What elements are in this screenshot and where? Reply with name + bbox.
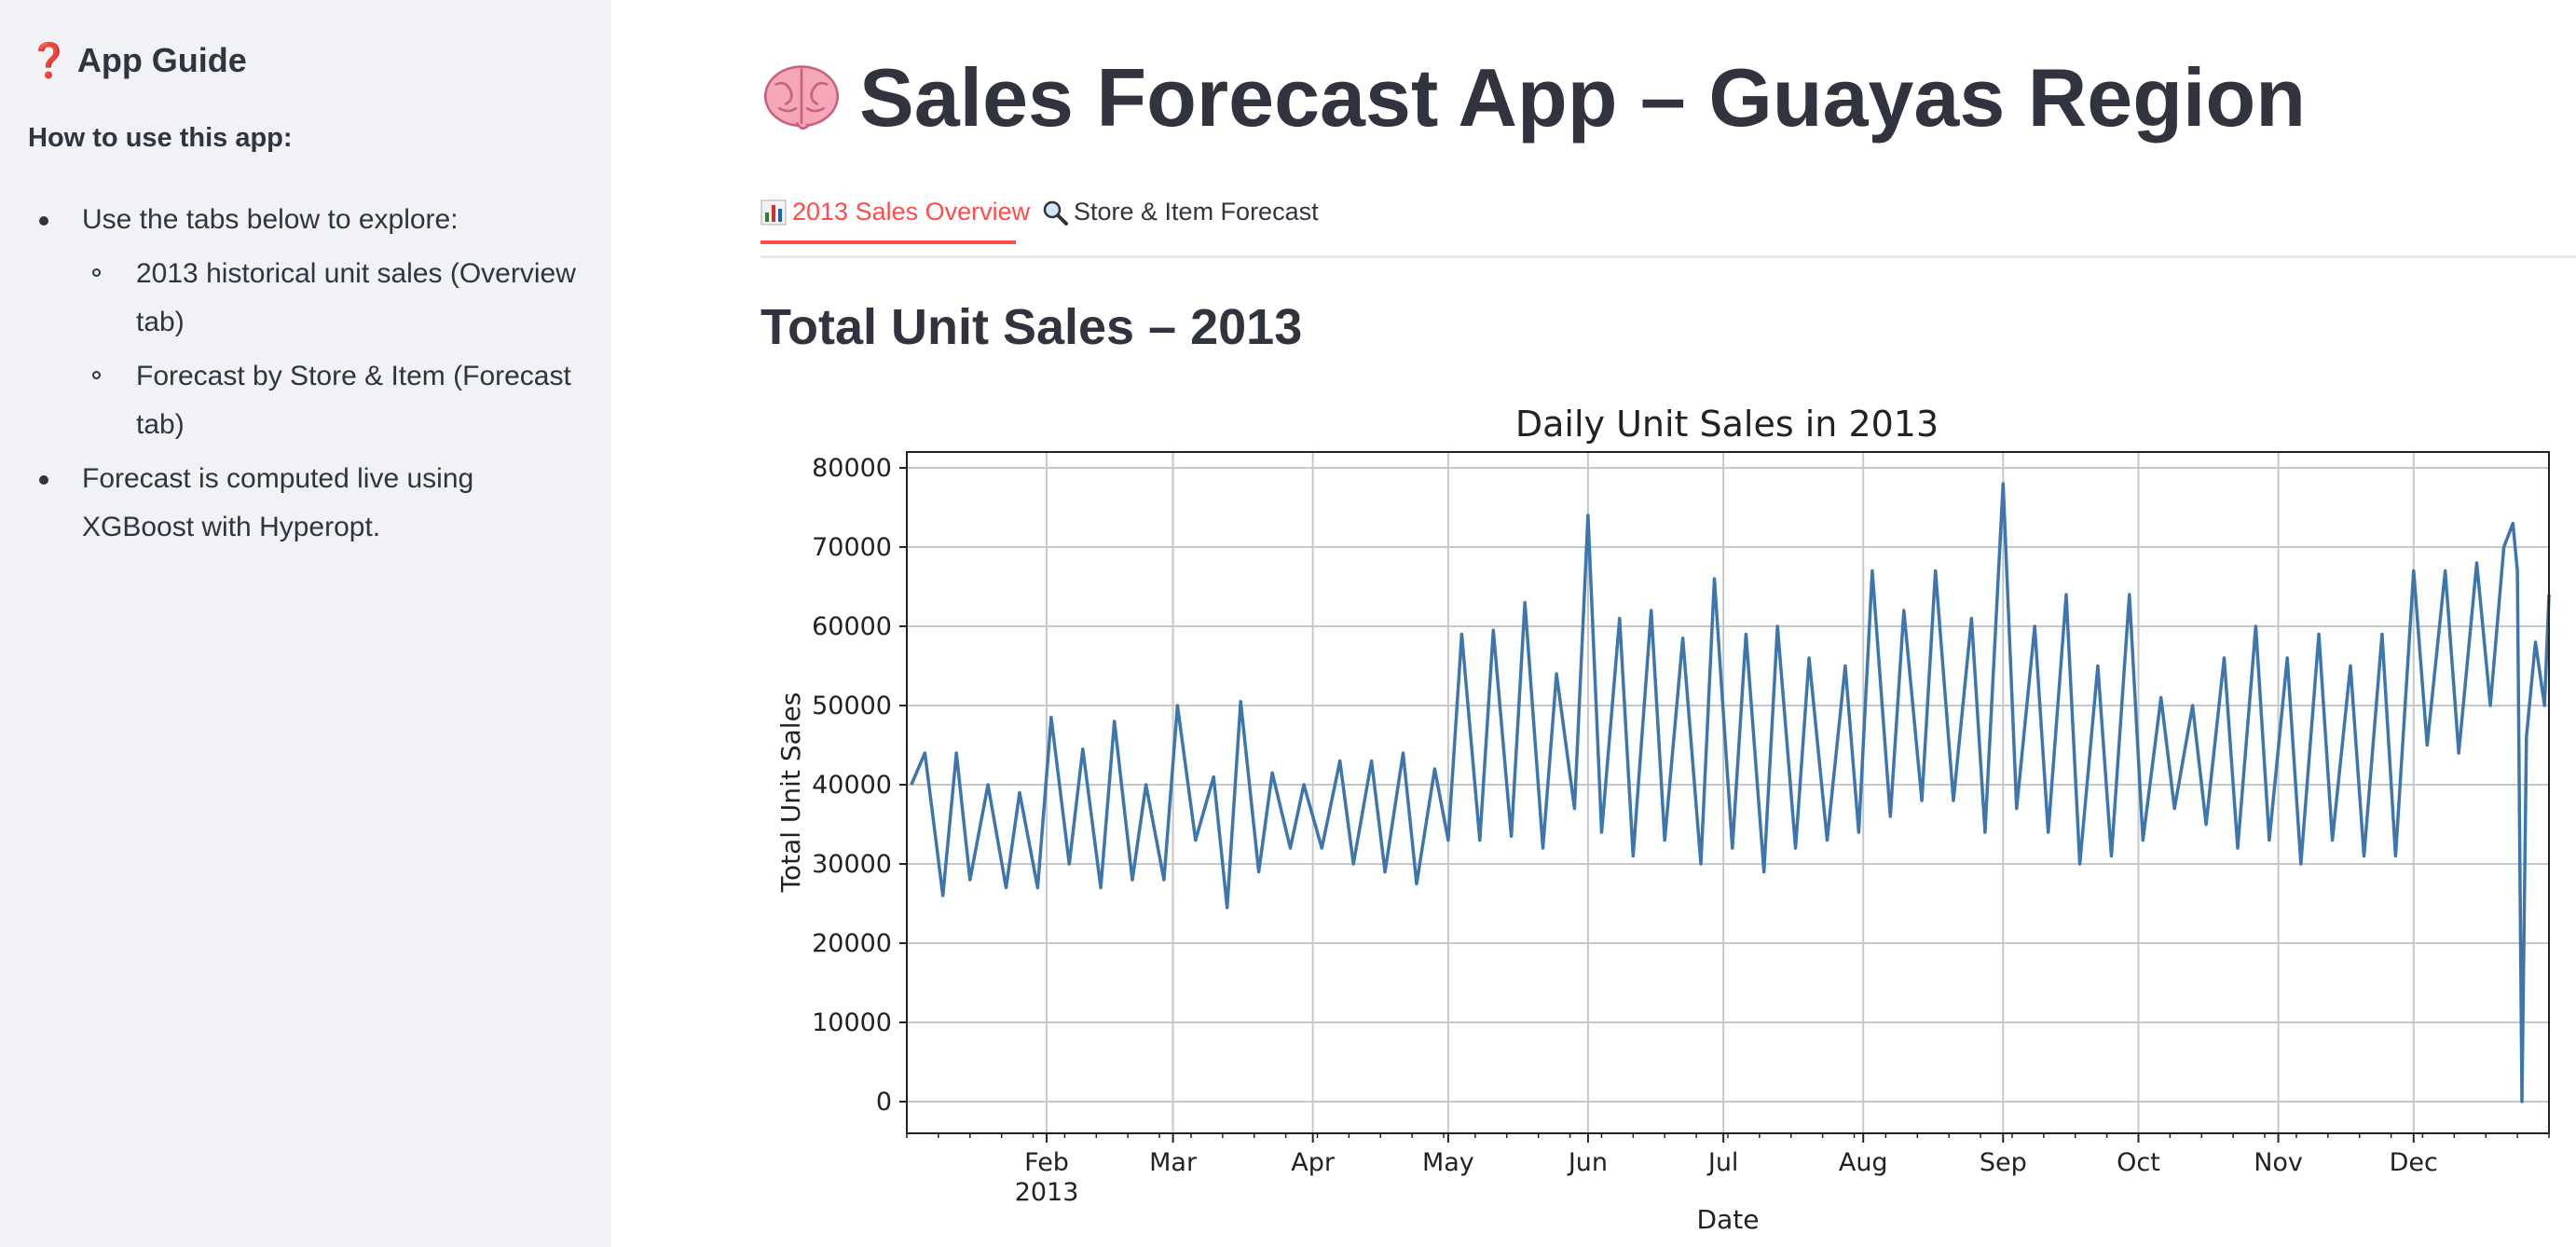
plot-frame [906,451,2550,1134]
list-item-text: Forecast by Store & Item (Forecast tab) [136,361,571,440]
y-tick-label: 0 [876,1088,892,1117]
y-tick-label: 30000 [812,850,892,879]
y-tick-label: 40000 [812,771,892,800]
y-axis-ticks: 0 10000 20000 30000 40000 50000 60000 70000 8000… [812,454,907,1117]
y-tick-label: 50000 [812,692,892,720]
sidebar-subtitle: How to use this app: [28,123,293,153]
y-tick-label: 10000 [812,1008,892,1037]
list-item-text: Forecast is computed live using XGBoost … [82,463,474,542]
list-item: Forecast by Store & Item (Forecast tab) [28,352,587,449]
tab-store-item-forecast[interactable]: Store & Item Forecast [1042,198,1319,226]
x-tick-label: Nov [2254,1148,2303,1177]
daily-sales-chart: Daily Unit Sales in 2013 0 10000 20000 3000… [775,404,2551,1235]
list-item: 2013 historical unit sales (Overview tab… [28,250,587,347]
tab-bar: 2013 Sales Overview Store & Item Forecas… [760,186,2576,258]
y-tick-label: 80000 [812,454,892,483]
x-tick-label: Apr [1291,1148,1336,1177]
x-tick-label: May [1422,1148,1474,1177]
x-tick-label: Dec [2390,1148,2438,1177]
brain-icon [763,65,840,130]
sidebar-title: ❓ App Guide [28,41,247,80]
active-tab-indicator [760,240,1016,244]
magnifier-icon [1043,200,1068,226]
x-tick-label: Feb [1024,1148,1069,1177]
chart-title: Daily Unit Sales in 2013 [1515,404,1939,445]
page-title: Sales Forecast App – Guayas Region [760,50,2306,145]
x-tick-label: Sep [1980,1148,2027,1177]
sales-line [910,482,2551,1103]
circle-bullet-icon [92,268,101,277]
list-item-text: Use the tabs below to explore: [82,204,459,235]
chart-grid [907,452,2549,1133]
x-tick-label: Mar [1149,1148,1198,1177]
bar-chart-icon [760,199,787,225]
section-title: Total Unit Sales – 2013 [760,299,1303,355]
page-title-text: Sales Forecast App – Guayas Region [859,51,2306,144]
x-tick-sublabel: 2013 [1015,1178,1079,1207]
tab-sales-overview[interactable]: 2013 Sales Overview [760,198,1031,244]
x-tick-label: Jun [1567,1148,1608,1177]
x-axis-label: Date [1697,1204,1760,1235]
y-tick-label: 20000 [812,929,892,958]
sidebar-guide-list: Use the tabs below to explore: 2013 hist… [28,196,587,552]
tab-label: Store & Item Forecast [1074,198,1319,226]
x-tick-label: Aug [1839,1148,1888,1177]
list-item: Forecast is computed live using XGBoost … [28,455,587,552]
list-item: Use the tabs below to explore: [28,196,587,244]
bullet-icon [39,216,48,226]
sidebar-title-text: App Guide [76,41,247,79]
list-item-text: 2013 historical unit sales (Overview tab… [136,258,576,337]
y-axis-label: Total Unit Sales [775,692,806,894]
question-icon: ❓ [28,41,70,79]
bullet-icon [39,475,48,485]
sidebar: ❓ App Guide How to use this app: Use the… [0,0,611,1247]
y-tick-label: 60000 [812,612,892,641]
series-layer [910,482,2551,1103]
circle-bullet-icon [92,371,101,379]
y-tick-label: 70000 [812,533,892,562]
tab-label: 2013 Sales Overview [792,198,1031,226]
x-tick-label: Oct [2117,1148,2160,1177]
x-tick-label: Jul [1706,1148,1739,1177]
